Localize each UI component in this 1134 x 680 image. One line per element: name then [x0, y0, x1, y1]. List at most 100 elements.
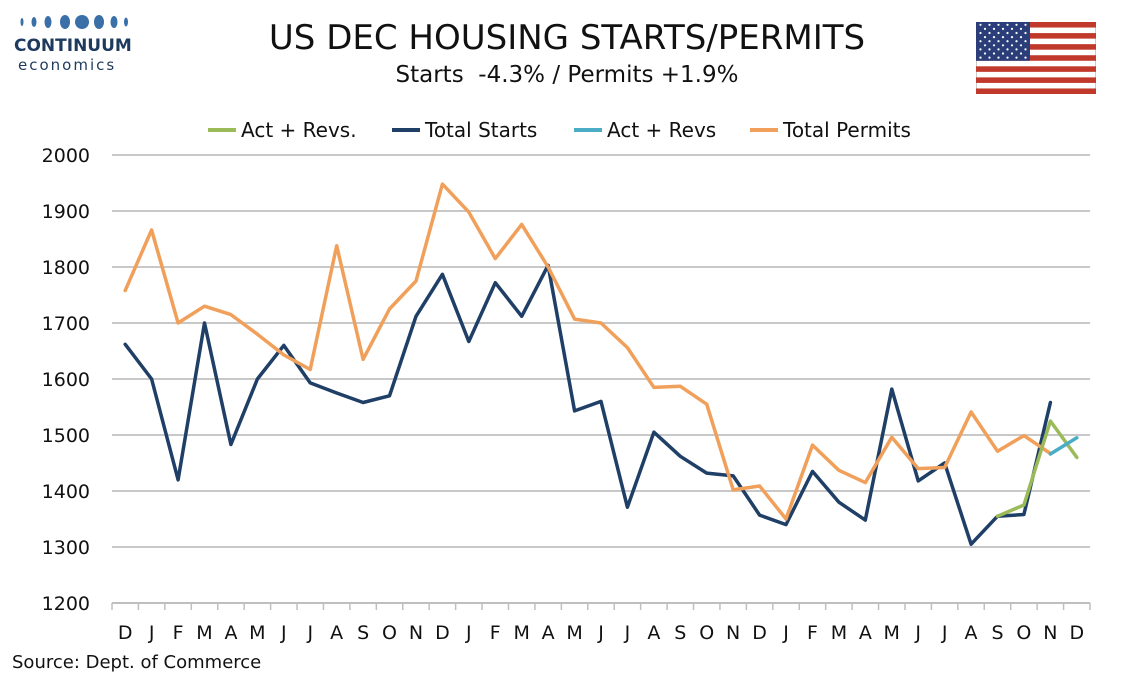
flag-star — [1010, 27, 1014, 30]
flag-star — [988, 40, 991, 43]
flag-star — [1019, 36, 1023, 39]
flag-star — [983, 44, 987, 47]
x-tick-label: J — [148, 622, 155, 644]
x-tick-label: J — [624, 622, 631, 644]
flag-star — [997, 48, 1000, 51]
flag-star — [1001, 36, 1005, 39]
x-tick-label: N — [1043, 622, 1057, 644]
x-tick-label: O — [699, 622, 714, 644]
flag-star — [1006, 40, 1009, 43]
flag-star — [983, 52, 987, 55]
y-tick-label: 1600 — [42, 369, 90, 391]
x-tick-label: F — [490, 622, 501, 644]
flag-star — [1015, 23, 1018, 26]
flag-star — [997, 56, 1000, 59]
flag-star — [979, 40, 982, 43]
x-tick-label: S — [674, 622, 686, 644]
y-tick-label: 1500 — [42, 425, 90, 447]
flag-star — [1019, 27, 1023, 30]
x-tick-label: F — [807, 622, 818, 644]
source-note: Source: Dept. of Commerce — [12, 652, 262, 673]
x-tick-label: J — [597, 622, 604, 644]
logo-name: CONTINUUM — [14, 36, 132, 56]
x-tick-label: A — [965, 622, 978, 644]
series-lines — [123, 182, 1079, 546]
x-tick-label: J — [914, 622, 921, 644]
flag-star — [1024, 31, 1027, 35]
flag-star — [983, 36, 987, 39]
x-tick-label: D — [1069, 622, 1084, 644]
legend-label: Total Starts — [424, 118, 537, 142]
flag-star — [1010, 36, 1014, 39]
flag-star — [1019, 52, 1023, 55]
flag-star — [992, 44, 996, 47]
flag-star — [979, 48, 982, 51]
x-tick-label: A — [647, 622, 660, 644]
chart-title: US DEC HOUSING STARTS/PERMITS — [268, 18, 866, 58]
x-tick-label: M — [566, 622, 582, 644]
y-tick-label: 1800 — [42, 257, 90, 279]
flag-star — [988, 31, 991, 35]
flag-star — [1024, 40, 1027, 43]
series-line-0 — [995, 419, 1079, 518]
y-tick-label: 1300 — [42, 537, 90, 559]
flag-star — [1010, 52, 1014, 55]
flag-star — [992, 36, 996, 39]
flag-star — [979, 23, 982, 26]
flag-star — [997, 23, 1000, 26]
y-tick-label: 1900 — [42, 201, 90, 223]
series-line-3 — [123, 182, 1053, 521]
x-tick-label: O — [1016, 622, 1031, 644]
y-tick-label: 1400 — [42, 481, 90, 503]
logo: CONTINUUM economics — [14, 14, 134, 76]
flag-star — [988, 48, 991, 51]
flag-star — [979, 56, 982, 59]
flag-star — [1001, 44, 1005, 47]
flag-star — [997, 31, 1000, 35]
flag-star — [1019, 44, 1023, 47]
x-tick-label: M — [196, 622, 212, 644]
flag-star — [1006, 23, 1009, 26]
flag-star — [979, 31, 982, 35]
x-tick-label: M — [831, 622, 847, 644]
flag-star — [1024, 23, 1027, 26]
x-tick-label: J — [941, 622, 948, 644]
x-tick-label: D — [435, 622, 450, 644]
flag-star — [988, 23, 991, 26]
flag-star — [1024, 56, 1027, 59]
us-flag-icon — [976, 22, 1096, 94]
logo-subtitle: economics — [18, 56, 117, 74]
x-tick-label: D — [752, 622, 767, 644]
flag-star — [1015, 48, 1018, 51]
y-tick-label: 2000 — [42, 145, 90, 167]
x-tick-label: A — [859, 622, 872, 644]
flag-star — [988, 56, 991, 59]
y-axis: 1200 1300 1400 1500 1600 1700 1800 1900 2000 — [42, 145, 90, 615]
flag-star — [1024, 48, 1027, 51]
flag-star — [1015, 56, 1018, 59]
series-line-1 — [123, 263, 1053, 546]
x-tick-label: N — [409, 622, 423, 644]
x-tick-label: A — [224, 622, 237, 644]
x-tick-label: F — [173, 622, 184, 644]
y-tick-label: 1700 — [42, 313, 90, 335]
series-line-2 — [1048, 436, 1079, 456]
x-tick-label: N — [726, 622, 740, 644]
flag-star — [1015, 40, 1018, 43]
x-tick-label: J — [280, 622, 287, 644]
flag-star — [997, 40, 1000, 43]
gridlines — [112, 154, 1090, 548]
flag-star — [1010, 44, 1014, 47]
x-tick-label: O — [382, 622, 397, 644]
legend-label: Total Permits — [782, 118, 911, 142]
x-tick-label: J — [306, 622, 313, 644]
x-tick-label: S — [991, 622, 1003, 644]
flag-star — [1006, 56, 1009, 59]
flag-star — [1006, 31, 1009, 35]
x-tick-label: M — [513, 622, 529, 644]
flag-star — [1015, 31, 1018, 35]
legend: Act + Revs. Total Starts Act + Revs Total P… — [208, 118, 911, 142]
flag-star — [1001, 52, 1005, 55]
